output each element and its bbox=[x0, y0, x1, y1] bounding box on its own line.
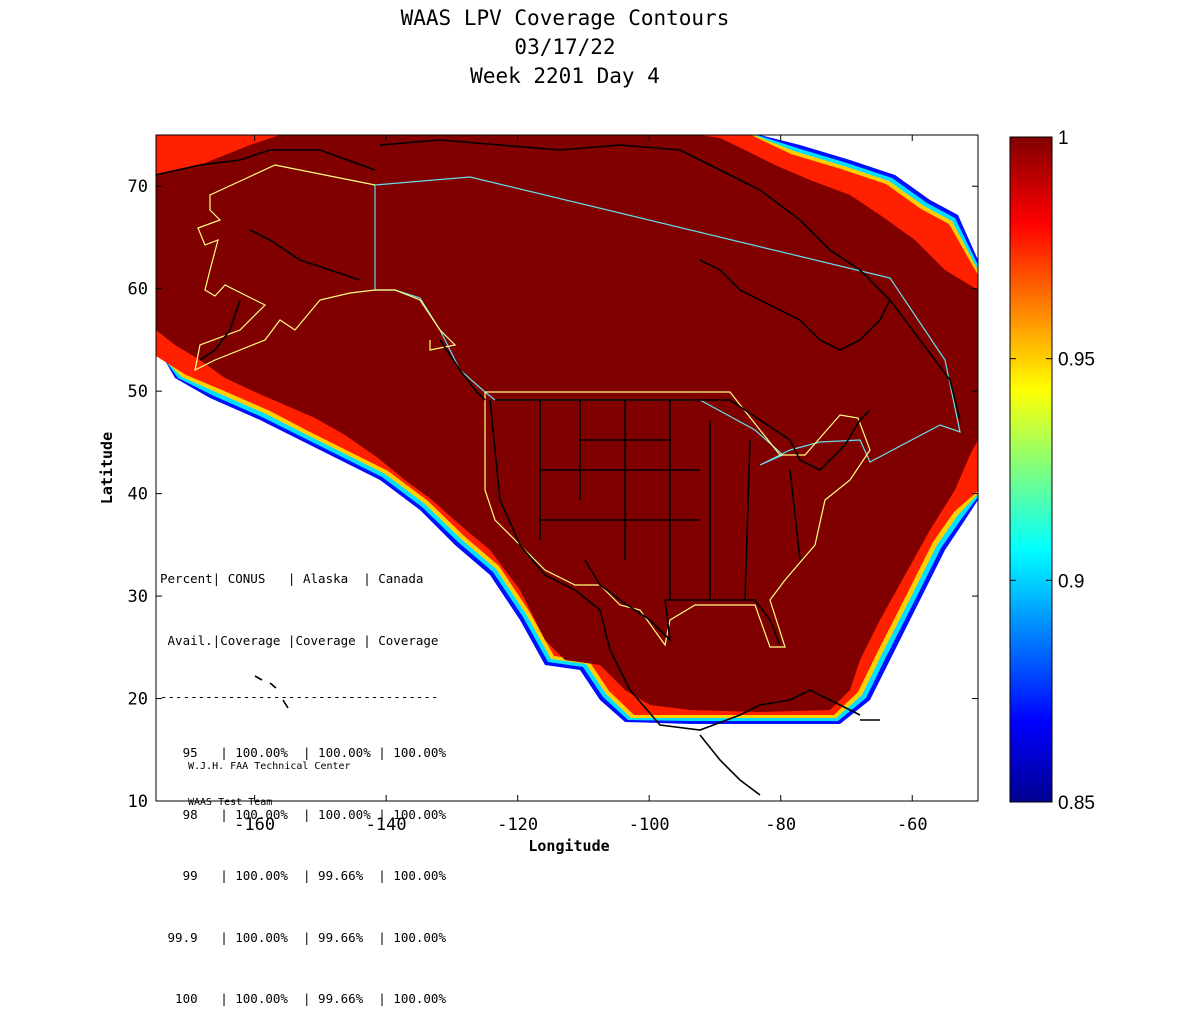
coverage-map: -160 -140 -120 -100 -80 -60 10 20 30 40 50 60 70 Lo… bbox=[98, 128, 1095, 855]
y-axis: 10 20 30 40 50 60 70 bbox=[128, 177, 978, 812]
title-line-3: Week 2201 Day 4 bbox=[470, 64, 660, 88]
x-tick-label: -60 bbox=[897, 815, 928, 835]
colorbar bbox=[1009, 136, 1053, 803]
stats-header-1: Percent| CONUS | Alaska | Canada bbox=[160, 571, 424, 586]
coverage-full-area bbox=[156, 135, 978, 712]
credit-text: W.J.H. FAA Technical Center WAAS Test Te… bbox=[188, 737, 351, 821]
colorbar-ticks: 1 0.95 0.9 0.85 bbox=[1010, 128, 1095, 814]
x-tick-label: -100 bbox=[629, 815, 670, 835]
y-tick-label: 70 bbox=[128, 177, 148, 197]
colorbar-tick-label: 0.9 bbox=[1058, 571, 1084, 592]
x-axis-label: Longitude bbox=[528, 837, 609, 855]
x-tick-label: -160 bbox=[234, 815, 275, 835]
colorbar-tick-label: 0.95 bbox=[1058, 350, 1095, 371]
stats-divider: ------------------------------------- bbox=[160, 689, 439, 704]
y-tick-label: 50 bbox=[128, 382, 148, 402]
y-axis-label: Latitude bbox=[98, 432, 116, 504]
coastlines bbox=[156, 139, 961, 796]
alaska-boundary bbox=[194, 164, 457, 372]
stats-header-2: Avail.|Coverage |Coverage | Coverage bbox=[160, 632, 439, 648]
plot-frame bbox=[155, 134, 979, 802]
credit-line-2: WAAS Test Team bbox=[188, 797, 273, 808]
y-tick-label: 60 bbox=[128, 280, 148, 300]
stats-row: 98 | 100.00% | 100.00% | 100.00% bbox=[160, 806, 446, 822]
chart-title: WAAS LPV Coverage Contours 03/17/22 Week… bbox=[0, 4, 1130, 91]
credit-line-1: W.J.H. FAA Technical Center bbox=[188, 761, 351, 772]
x-tick-label: -80 bbox=[765, 815, 796, 835]
stats-row: 99 | 100.00% | 99.66% | 100.00% bbox=[160, 868, 446, 883]
x-axis: -160 -140 -120 -100 -80 -60 bbox=[234, 135, 928, 835]
stats-row: 99.9 | 100.00% | 99.66% | 100.00% bbox=[160, 929, 446, 945]
y-tick-label: 10 bbox=[128, 792, 148, 812]
conus-boundary bbox=[484, 391, 871, 648]
colorbar-tick-label: 1 bbox=[1058, 128, 1069, 149]
stats-row: 95 | 100.00% | 100.00% | 100.00% bbox=[160, 745, 446, 760]
plot-area bbox=[156, 135, 978, 801]
x-tick-label: -140 bbox=[366, 815, 407, 835]
y-tick-label: 40 bbox=[128, 485, 148, 505]
colorbar-tick-label: 0.85 bbox=[1058, 793, 1095, 814]
x-tick-label: -120 bbox=[497, 815, 538, 835]
stats-row: 100 | 100.00% | 99.66% | 100.00% bbox=[160, 991, 446, 1006]
title-line-1: WAAS LPV Coverage Contours bbox=[400, 6, 730, 30]
y-tick-label: 20 bbox=[128, 690, 148, 710]
y-tick-label: 30 bbox=[128, 587, 148, 607]
title-line-2: 03/17/22 bbox=[514, 35, 616, 59]
